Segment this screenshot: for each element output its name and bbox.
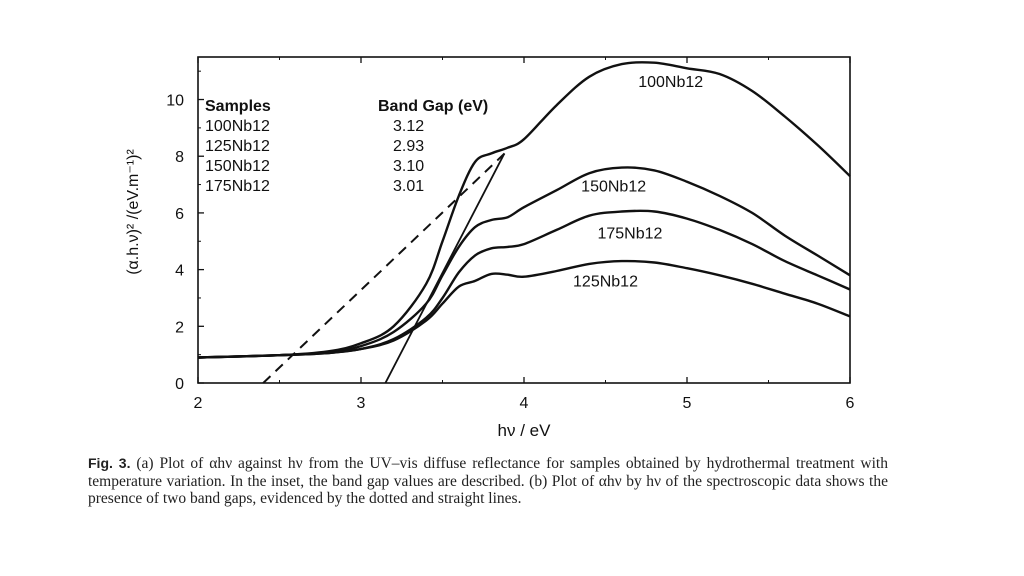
y-tick-label: 10: [166, 93, 184, 110]
curve-label: 100Nb12: [638, 74, 703, 91]
figure-caption: Fig. 3. (a) Plot of αhν against hν from …: [88, 455, 888, 508]
inset-band-gap-value: 3.10: [393, 158, 424, 175]
x-tick-label: 5: [683, 395, 692, 412]
plot-frame: [197, 56, 851, 384]
caption-label: Fig. 3.: [88, 455, 131, 471]
y-tick-label: 4: [175, 263, 184, 280]
tangent-solid-line: [384, 152, 506, 384]
inset-sample-name: 175Nb12: [205, 178, 270, 195]
inset-sample-name: 125Nb12: [205, 138, 270, 155]
x-tick-label: 6: [846, 395, 855, 412]
tangent-dashed-line: [262, 149, 509, 384]
inset-sample-name: 100Nb12: [205, 118, 270, 135]
y-tick-label: 6: [175, 206, 184, 223]
y-tick-label: 0: [175, 376, 184, 393]
inset-band-gap-value: 2.93: [393, 138, 424, 155]
x-tick-label: 3: [357, 395, 366, 412]
x-tick-label: 2: [194, 395, 203, 412]
series-line-100nb12: [197, 61, 851, 359]
curve-label: 175Nb12: [597, 225, 662, 242]
inset-band-gap-value: 3.12: [393, 118, 424, 135]
x-axis-label: hν / eV: [498, 421, 552, 440]
inset-header-band-gap: Band Gap (eV): [378, 98, 488, 115]
curve-label: 150Nb12: [581, 179, 646, 196]
series-line-125nb12: [197, 259, 851, 359]
x-tick-label: 4: [520, 395, 529, 412]
y-tick-label: 2: [175, 319, 184, 336]
inset-band-gap-value: 3.01: [393, 178, 424, 195]
inset-sample-name: 150Nb12: [205, 158, 270, 175]
curve-label: 125Nb12: [573, 274, 638, 291]
chart-series: [197, 61, 851, 384]
caption-text: (a) Plot of αhν against hν from the UV–v…: [88, 455, 888, 507]
y-axis-label: (α.h.ν)² /(eV.m⁻¹)²: [125, 149, 142, 275]
band-gap-inset-table: Samples Band Gap (eV) 100Nb12 3.12 125Nb12 2.…: [205, 98, 488, 195]
chart-curve-labels: 100Nb12 150Nb12 175Nb12 125Nb12: [573, 74, 703, 291]
inset-header-samples: Samples: [205, 98, 271, 115]
y-tick-label: 8: [175, 149, 184, 166]
series-line-150nb12: [197, 166, 851, 359]
